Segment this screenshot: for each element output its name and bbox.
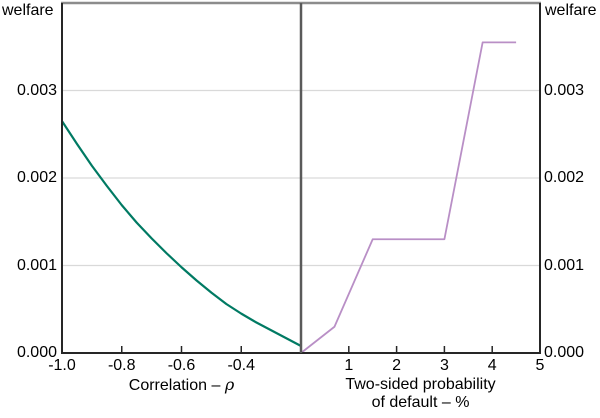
welfare-vs-correlation-line bbox=[61, 120, 302, 347]
y-tick-label-left: 0.001 bbox=[16, 256, 57, 274]
y-tick-label-left: 0.002 bbox=[16, 169, 57, 186]
correlation-axis-title: Correlation – ρ bbox=[62, 376, 301, 395]
x-tick-label: 2 bbox=[392, 357, 402, 374]
y-tick-label-right: 0.001 bbox=[544, 256, 585, 274]
y-axis-unit-label-right: welfare bbox=[545, 2, 597, 19]
default-probability-axis-title-line2: of default – % bbox=[371, 394, 470, 411]
x-tick-label: -1.0 bbox=[48, 357, 76, 374]
default-probability-axis-title: Two-sided probability of default – % bbox=[301, 376, 540, 412]
correlation-axis-title-text: Correlation – bbox=[128, 377, 225, 394]
welfare-vs-default-probability-line bbox=[300, 41, 517, 354]
y-axis-unit-label-left: welfare bbox=[2, 2, 54, 19]
x-tick-label: 3 bbox=[439, 357, 449, 374]
y-tick-label-right: 0.002 bbox=[544, 169, 585, 186]
x-tick-label: 4 bbox=[487, 357, 497, 374]
x-tick-label: -0.4 bbox=[227, 357, 256, 374]
y-tick-label-left: 0.003 bbox=[16, 81, 57, 99]
x-tick-label: 5 bbox=[535, 357, 545, 374]
rho-symbol: ρ bbox=[224, 375, 235, 394]
y-tick-label-right: 0.003 bbox=[544, 81, 585, 99]
y-tick-label-left: 0.000 bbox=[16, 344, 57, 361]
default-probability-axis-title-line1: Two-sided probability bbox=[345, 376, 496, 393]
x-tick-label: 1 bbox=[344, 357, 354, 374]
x-tick-label: -0.6 bbox=[167, 357, 196, 374]
x-tick-label: -0.8 bbox=[107, 357, 136, 374]
y-tick-label-right: 0.000 bbox=[544, 344, 585, 361]
